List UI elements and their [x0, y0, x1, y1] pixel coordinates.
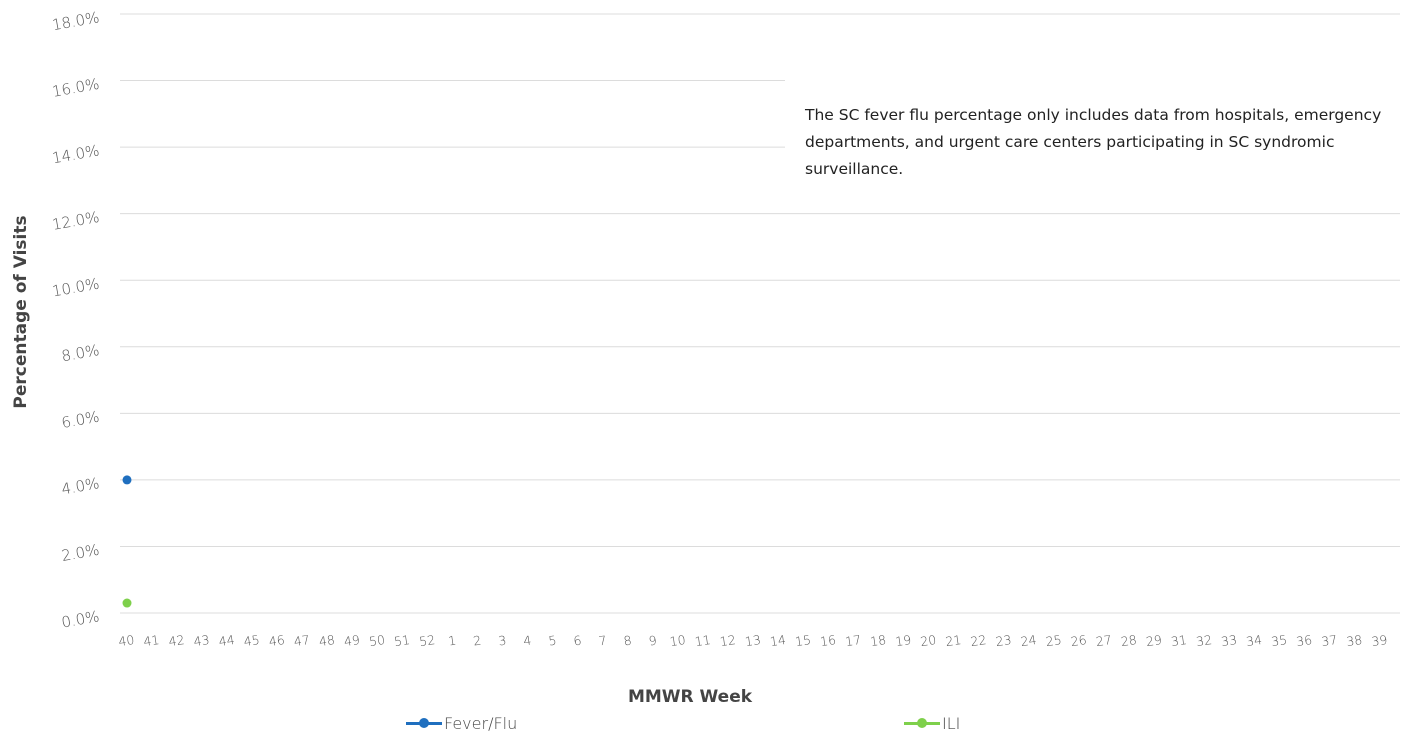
legend-item-ili[interactable]: ILI — [904, 712, 960, 734]
x-tick-label: 14 — [769, 632, 787, 649]
y-tick-label: 4.0% — [60, 474, 101, 498]
x-tick-label: 52 — [418, 632, 436, 649]
x-axis-title: MMWR Week — [628, 687, 753, 707]
x-tick-label: 50 — [368, 632, 386, 649]
y-tick-label: 12.0% — [51, 208, 101, 234]
x-tick-label: 9 — [648, 633, 658, 649]
x-tick-label: 18 — [869, 632, 887, 649]
x-tick-label: 6 — [572, 633, 582, 649]
y-axis-title: Percentage of Visits — [11, 215, 31, 408]
x-tick-label: 15 — [794, 632, 812, 649]
x-tick-label: 51 — [393, 632, 411, 649]
x-tick-label: 36 — [1295, 632, 1313, 649]
x-tick-label: 41 — [143, 632, 161, 649]
x-tick-label: 21 — [944, 632, 962, 649]
x-tick-label: 47 — [293, 632, 311, 649]
y-tick-label: 10.0% — [51, 274, 101, 300]
x-tick-label: 28 — [1120, 632, 1138, 649]
x-tick-label: 17 — [844, 632, 862, 649]
x-tick-label: 3 — [497, 633, 507, 649]
x-tick-label: 37 — [1320, 632, 1338, 649]
x-tick-label: 40 — [117, 632, 135, 649]
x-tick-label: 42 — [168, 632, 186, 649]
gridlines — [120, 13, 1400, 614]
x-tick-label: 35 — [1270, 632, 1288, 649]
x-tick-label: 1 — [447, 633, 457, 649]
series-ili — [122, 598, 132, 608]
x-tick-label: 22 — [969, 632, 987, 649]
x-tick-label: 38 — [1345, 632, 1363, 649]
x-tick-label: 5 — [547, 633, 557, 649]
x-tick-label: 49 — [343, 632, 361, 649]
x-tick-label: 32 — [1195, 632, 1213, 649]
x-tick-label: 19 — [894, 632, 912, 649]
data-point-ili[interactable] — [122, 598, 132, 608]
x-tick-label: 34 — [1245, 632, 1263, 649]
y-tick-label: 16.0% — [51, 75, 101, 101]
legend-item-fever-flu[interactable]: Fever/Flu — [406, 712, 517, 734]
y-tick-label: 8.0% — [60, 341, 101, 365]
y-tick-label: 2.0% — [60, 541, 101, 565]
legend-marker-ili — [904, 716, 940, 730]
x-tick-label: 27 — [1095, 632, 1113, 649]
data-point-fever-flu[interactable] — [122, 475, 132, 485]
x-tick-label: 10 — [669, 632, 687, 649]
x-tick-label: 31 — [1170, 632, 1188, 649]
x-tick-label: 26 — [1070, 632, 1088, 649]
legend-label-fever-flu: Fever/Flu — [444, 713, 518, 733]
x-axis-ticks: 40 41 42 43 44 45 46 47 48 49 50 51 52 1 2 3 4 5 6 7 8 9 10 11 1… — [117, 632, 1388, 649]
x-tick-label: 8 — [623, 633, 633, 649]
x-tick-label: 45 — [243, 632, 261, 649]
x-tick-label: 12 — [719, 632, 737, 649]
x-tick-label: 11 — [694, 632, 712, 649]
y-tick-label: 6.0% — [60, 408, 101, 432]
y-tick-label: 0.0% — [60, 607, 101, 631]
x-tick-label: 4 — [522, 633, 532, 649]
y-tick-label: 14.0% — [51, 141, 101, 167]
x-tick-label: 39 — [1370, 632, 1388, 649]
x-tick-label: 25 — [1045, 632, 1063, 649]
x-tick-label: 29 — [1145, 632, 1163, 649]
x-tick-label: 46 — [268, 632, 286, 649]
series-points — [122, 475, 132, 608]
x-tick-label: 44 — [218, 632, 236, 649]
x-tick-label: 23 — [995, 632, 1013, 649]
x-tick-label: 24 — [1020, 632, 1038, 649]
legend-label-ili: ILI — [942, 713, 961, 733]
x-tick-label: 43 — [193, 632, 211, 649]
x-tick-label: 13 — [744, 632, 762, 649]
annotation-box — [785, 80, 1405, 200]
series-fever-flu — [122, 475, 132, 485]
annotation-text: The SC fever flu percentage only include… — [805, 106, 1382, 178]
x-tick-label: 48 — [318, 632, 336, 649]
y-tick-label: 18.0% — [51, 8, 101, 34]
y-axis-ticks: 0.0% 2.0% 4.0% 6.0% 8.0% 10.0% 12.0% 14.0% 16.0%… — [51, 8, 101, 631]
x-tick-label: 20 — [919, 632, 937, 649]
x-tick-label: 2 — [472, 633, 482, 649]
x-tick-label: 33 — [1220, 632, 1238, 649]
legend-marker-fever-flu — [406, 716, 442, 730]
x-tick-label: 7 — [598, 633, 608, 649]
x-tick-label: 16 — [819, 632, 837, 649]
